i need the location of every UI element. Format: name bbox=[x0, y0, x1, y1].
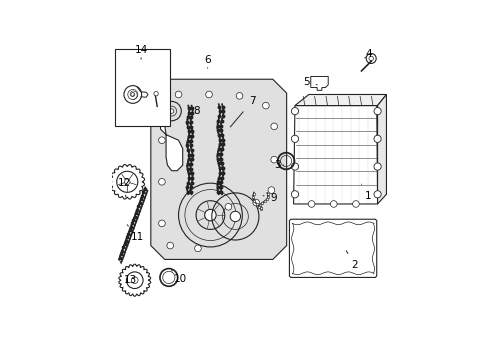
Circle shape bbox=[224, 203, 231, 210]
Text: 5: 5 bbox=[302, 77, 317, 87]
Circle shape bbox=[194, 245, 201, 252]
Circle shape bbox=[267, 187, 274, 193]
Circle shape bbox=[373, 163, 380, 170]
Polygon shape bbox=[293, 105, 377, 204]
Polygon shape bbox=[377, 94, 386, 204]
Polygon shape bbox=[310, 76, 327, 90]
Polygon shape bbox=[150, 71, 286, 260]
Circle shape bbox=[236, 93, 243, 99]
Circle shape bbox=[352, 201, 359, 207]
Text: 9: 9 bbox=[263, 193, 277, 203]
Circle shape bbox=[158, 220, 165, 227]
Text: 8: 8 bbox=[189, 106, 200, 123]
Circle shape bbox=[131, 277, 138, 284]
Text: 3: 3 bbox=[273, 160, 284, 170]
Circle shape bbox=[270, 123, 277, 130]
Circle shape bbox=[307, 201, 314, 207]
Circle shape bbox=[270, 156, 277, 163]
Circle shape bbox=[373, 191, 380, 198]
Circle shape bbox=[230, 211, 240, 222]
Circle shape bbox=[169, 109, 173, 113]
Circle shape bbox=[291, 191, 298, 198]
Text: 6: 6 bbox=[204, 55, 210, 68]
Text: 4: 4 bbox=[364, 49, 371, 59]
Polygon shape bbox=[160, 96, 183, 171]
Circle shape bbox=[252, 199, 259, 206]
Circle shape bbox=[373, 135, 380, 143]
Circle shape bbox=[166, 242, 173, 249]
Circle shape bbox=[291, 135, 298, 143]
Text: 10: 10 bbox=[171, 270, 186, 284]
Circle shape bbox=[330, 201, 336, 207]
Circle shape bbox=[373, 108, 380, 115]
Text: 7: 7 bbox=[230, 96, 255, 127]
Circle shape bbox=[158, 179, 165, 185]
Circle shape bbox=[175, 91, 182, 98]
Circle shape bbox=[131, 93, 135, 96]
Circle shape bbox=[158, 137, 165, 144]
Circle shape bbox=[291, 108, 298, 115]
Circle shape bbox=[124, 179, 130, 185]
Text: 14: 14 bbox=[134, 45, 147, 59]
Circle shape bbox=[160, 99, 166, 106]
Circle shape bbox=[366, 53, 375, 63]
Text: 1: 1 bbox=[361, 184, 371, 201]
Polygon shape bbox=[294, 94, 386, 105]
Text: 11: 11 bbox=[127, 225, 143, 242]
Polygon shape bbox=[289, 219, 376, 278]
Text: 13: 13 bbox=[123, 275, 136, 285]
Circle shape bbox=[262, 102, 268, 109]
Circle shape bbox=[205, 91, 212, 98]
FancyBboxPatch shape bbox=[115, 49, 170, 126]
Circle shape bbox=[204, 209, 216, 221]
Text: 2: 2 bbox=[346, 251, 357, 270]
Circle shape bbox=[154, 91, 158, 96]
Text: 12: 12 bbox=[117, 178, 131, 197]
Circle shape bbox=[291, 163, 298, 170]
